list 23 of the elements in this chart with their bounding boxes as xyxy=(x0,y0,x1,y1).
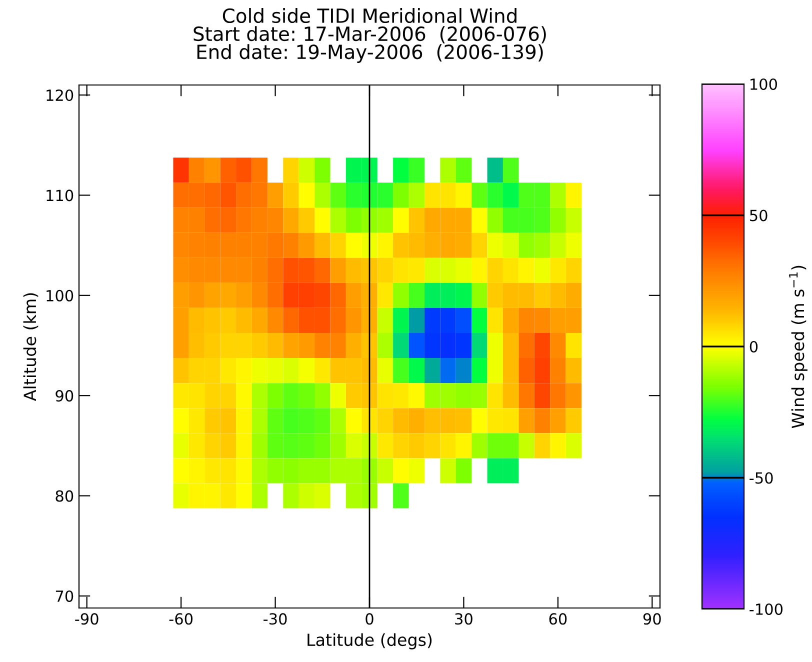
y-tick-label: 70 xyxy=(56,590,74,602)
color-bar-label: -50 xyxy=(750,472,773,484)
x-tick-label: -90 xyxy=(75,613,98,625)
color-bar-label: 0 xyxy=(750,340,758,353)
color-bar-label: 50 xyxy=(750,210,768,222)
y-axis-title: Altitude (km) xyxy=(23,293,38,402)
x-tick-label: -60 xyxy=(169,613,193,625)
y-tick-label: 100 xyxy=(46,290,74,302)
color-bar-label: -100 xyxy=(750,603,783,616)
chart-title: Cold side TIDI Meridional Wind xyxy=(222,8,516,24)
y-tick-label: 120 xyxy=(46,89,74,102)
x-tick-label: -30 xyxy=(264,613,287,625)
x-tick-label: 90 xyxy=(643,613,661,625)
x-tick-label: 60 xyxy=(549,613,567,625)
y-tick-label: 80 xyxy=(56,490,74,502)
color-bar-label: 100 xyxy=(750,78,778,90)
y-tick-label: 110 xyxy=(46,190,74,202)
x-axis-title: Latitude (degs) xyxy=(308,633,432,650)
color-bar-title: Wind speed (m s$^{−1}$) xyxy=(789,266,808,428)
chart-subtitle: Start date: 17-Mar-2006 (2006-076) End date: 19-May-2006 (2006-139) xyxy=(194,26,546,63)
x-tick-label: 30 xyxy=(455,613,472,625)
x-tick-label: 0 xyxy=(366,613,374,625)
y-tick-label: 90 xyxy=(56,390,74,402)
